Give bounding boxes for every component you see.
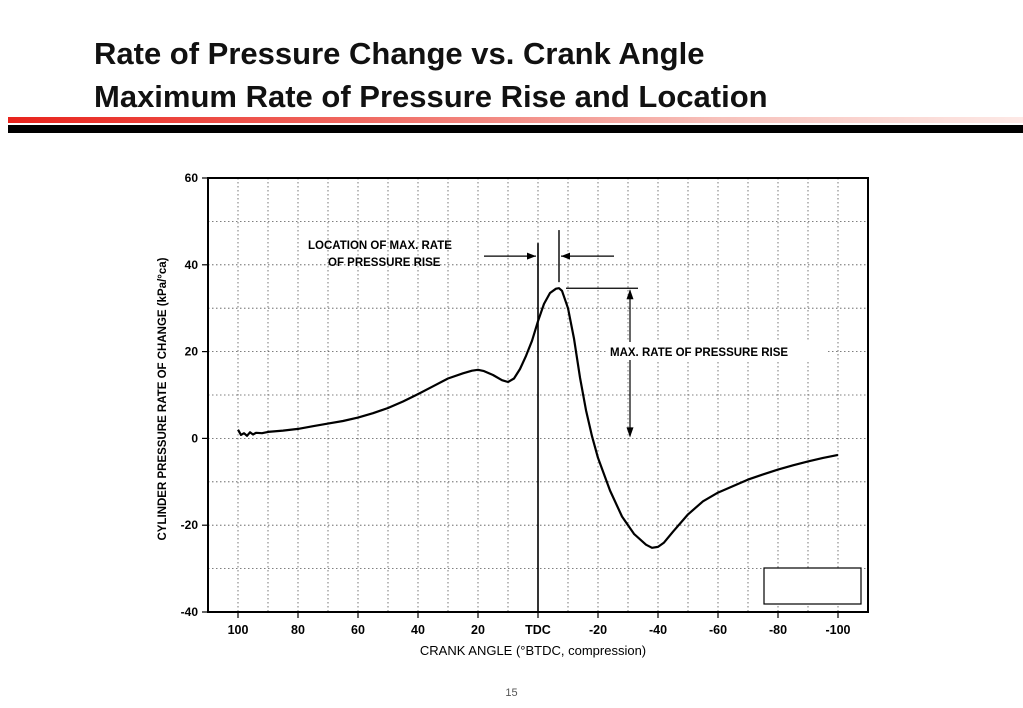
- page-number: 15: [505, 687, 518, 699]
- title-accent-rule: [8, 117, 1023, 123]
- y-tick-label: -40: [181, 605, 199, 619]
- x-tick-label: 40: [411, 623, 425, 637]
- location-annotation-text: LOCATION OF MAX. RATE: [308, 240, 452, 252]
- x-tick-label: -40: [649, 623, 667, 637]
- x-tick-label: -100: [825, 623, 850, 637]
- location-arrowhead-right: [561, 252, 570, 260]
- y-tick-label: 20: [185, 345, 199, 359]
- x-tick-label: -60: [709, 623, 727, 637]
- location-annotation-text: OF PRESSURE RISE: [328, 257, 441, 269]
- y-axis-ticks: 60 40 20 0 -20 -40: [181, 171, 208, 619]
- title-divider-rule: [8, 125, 1023, 133]
- max-rate-arrowhead-bottom: [626, 427, 634, 438]
- slide-title-line-1: Rate of Pressure Change vs. Crank Angle: [94, 36, 705, 71]
- x-tick-label: 80: [291, 623, 305, 637]
- location-arrowhead-left: [527, 252, 536, 260]
- y-tick-label: 40: [185, 258, 199, 272]
- x-axis-label: CRANK ANGLE (°BTDC, compression): [420, 643, 646, 658]
- x-tick-label: -80: [769, 623, 787, 637]
- x-axis-ticks: 100 80 60 40 20 TDC -20 -40 -60 -80 -100: [228, 612, 851, 637]
- x-tick-label: -20: [589, 623, 607, 637]
- y-axis-label: CYLINDER PRESSURE RATE OF CHANGE (kPa/°c…: [157, 257, 169, 540]
- x-tick-label: TDC: [525, 623, 551, 637]
- x-tick-label: 100: [228, 623, 249, 637]
- x-tick-label: 20: [471, 623, 485, 637]
- slide-title-line-2: Maximum Rate of Pressure Rise and Locati…: [94, 79, 768, 114]
- max-rate-annotation-text: MAX. RATE OF PRESSURE RISE: [610, 347, 788, 359]
- max-rate-arrowhead-top: [626, 289, 634, 300]
- max-rate-label-bg: [606, 342, 826, 360]
- series-line: [237, 287, 839, 549]
- y-tick-label: 0: [191, 431, 198, 445]
- legend-box: [763, 567, 862, 605]
- x-tick-label: 60: [351, 623, 365, 637]
- y-tick-label: -20: [181, 518, 199, 532]
- y-tick-label: 60: [185, 171, 199, 185]
- annotations: LOCATION OF MAX. RATE OF PRESSURE RISE MAX…: [308, 230, 826, 438]
